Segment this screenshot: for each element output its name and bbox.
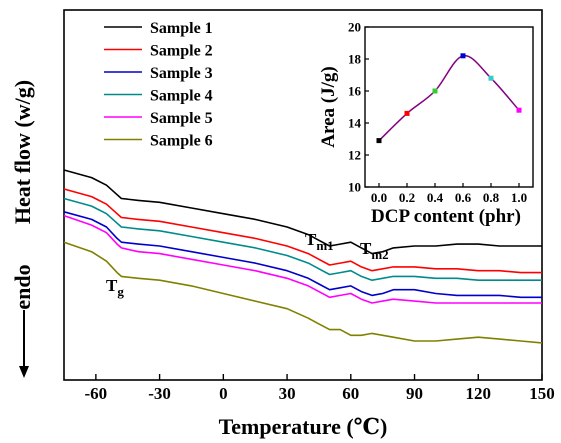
y-axis-endo-label: endo — [10, 264, 35, 309]
x-tick-label: 60 — [342, 384, 359, 403]
endo-arrow-head — [19, 366, 29, 378]
x-tick-label: 30 — [279, 384, 296, 403]
y-axis-title: Heat flow (w/g) — [10, 80, 35, 224]
legend-label: Sample 5 — [150, 110, 213, 127]
x-tick-label: -60 — [85, 384, 108, 403]
annotation-tm2: Tm2 — [360, 239, 389, 262]
annotation-tm1: Tm1 — [305, 230, 334, 253]
inset-data-point — [404, 110, 410, 116]
series-line-sample-2 — [63, 188, 542, 274]
inset-x-tick-label: 0.6 — [455, 190, 472, 205]
inset-series-group — [376, 53, 522, 144]
legend-label: Sample 2 — [150, 43, 213, 60]
inset-data-point — [432, 88, 438, 94]
legend-label: Sample 1 — [150, 20, 213, 37]
inset-data-point — [516, 107, 522, 113]
main-series-group — [63, 169, 543, 344]
series-line-sample-6 — [63, 241, 543, 344]
inset-y-tick-label: 20 — [348, 20, 361, 35]
inset-background — [365, 27, 533, 187]
legend-label: Sample 6 — [150, 133, 213, 150]
series-line-sample-4 — [63, 197, 542, 282]
x-tick-label: 90 — [406, 384, 423, 403]
inset-y-tick-label: 14 — [348, 116, 362, 131]
x-tick-label: 150 — [529, 384, 555, 403]
inset-x-tick-label: 1.0 — [511, 190, 527, 205]
x-axis-title: Temperature (℃) — [219, 414, 388, 439]
inset-y-tick-label: 12 — [348, 148, 361, 163]
series-line-sample-5 — [63, 214, 542, 304]
inset-x-tick-label: 0.8 — [483, 190, 500, 205]
inset-data-point — [376, 138, 382, 144]
annotation-tg: Tg — [106, 276, 124, 299]
inset-ticks: 0.0 0.2 0.4 0.6 0.8 1.0 10 12 14 16 18 20 — [348, 20, 527, 206]
main-plot-frame — [63, 9, 543, 381]
x-tick-label: -30 — [148, 384, 171, 403]
series-line-sample-1 — [63, 169, 542, 255]
inset-y-tick-label: 18 — [348, 52, 362, 67]
inset-x-tick-label: 0.0 — [371, 190, 387, 205]
inset-y-tick-label: 16 — [348, 84, 362, 99]
legend: Sample 1 Sample 2 Sample 3 Sample 4 Sample 5… — [104, 20, 213, 150]
inset-data-point — [460, 53, 466, 59]
inset-y-axis-title: Area (J/g) — [318, 66, 339, 147]
main-x-ticks: -60 -30 0 30 60 90 120 150 — [85, 374, 555, 403]
inset-x-axis-title: DCP content (phr) — [371, 206, 521, 227]
inset-x-tick-label: 0.2 — [399, 190, 415, 205]
x-tick-label: 0 — [219, 384, 228, 403]
series-line-sample-3 — [63, 211, 542, 299]
x-tick-label: 120 — [466, 384, 492, 403]
inset-plot-frame — [364, 26, 534, 188]
inset-y-tick-label: 10 — [348, 180, 361, 195]
inset-data-point — [488, 75, 494, 81]
legend-label: Sample 3 — [150, 65, 213, 82]
inset-x-tick-label: 0.4 — [427, 190, 444, 205]
legend-label: Sample 4 — [150, 88, 213, 105]
